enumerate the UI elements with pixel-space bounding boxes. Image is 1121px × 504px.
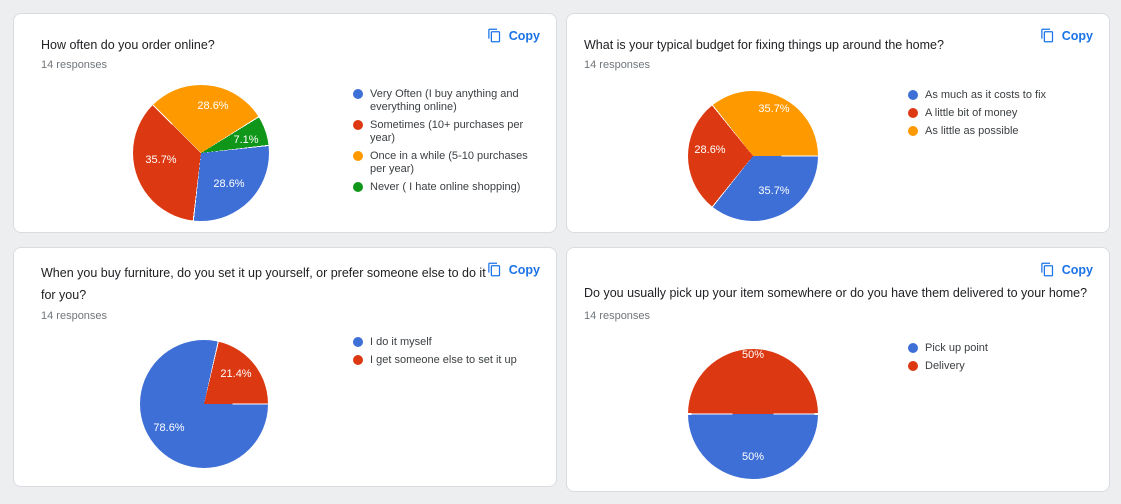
question-card-budget: What is your typical budget for fixing t… xyxy=(566,13,1110,233)
question-card-order-online: How often do you order online? 14 respon… xyxy=(13,13,557,233)
legend-dot-blue xyxy=(908,343,918,353)
legend-label: Once in a while (5-10 purchases per year… xyxy=(370,150,528,175)
pie-chart[interactable] xyxy=(133,85,269,221)
pie-chart[interactable] xyxy=(140,340,268,468)
slice-label-blue: 78.6% xyxy=(153,422,185,434)
legend-item: I get someone else to set it up xyxy=(353,354,545,367)
copy-button-label: Copy xyxy=(1061,28,1093,43)
legend-label: Sometimes (10+ purchases per year) xyxy=(370,119,524,144)
legend-item: Very Often (I buy anything and everythin… xyxy=(353,88,545,114)
legend-label: As much as it costs to fix xyxy=(925,89,1047,101)
response-count: 14 responses xyxy=(41,59,108,71)
legend-item: As little as possible xyxy=(908,125,1100,138)
question-title: What is your typical budget for fixing t… xyxy=(584,38,944,52)
copy-button[interactable]: Copy xyxy=(1040,28,1093,43)
slice-label-blue: 35.7% xyxy=(758,185,790,197)
legend-item: Pick up point xyxy=(908,342,1100,355)
question-card-pickup-delivery: Do you usually pick up your item somewhe… xyxy=(566,247,1110,492)
slice-label-red: 50% xyxy=(741,349,765,361)
legend-label: I do it myself xyxy=(370,336,432,348)
chart-legend: As much as it costs to fix A little bit … xyxy=(908,89,1100,138)
copy-button-label: Copy xyxy=(508,262,540,277)
legend-dot-blue xyxy=(908,90,918,100)
question-card-furniture-setup: When you buy furniture, do you set it up… xyxy=(13,247,557,487)
copy-button-label: Copy xyxy=(508,28,540,43)
slice-label-orange: 35.7% xyxy=(758,103,790,115)
slice-label-orange: 28.6% xyxy=(197,100,229,112)
slice-label-red: 28.6% xyxy=(694,144,726,156)
legend-item: Once in a while (5-10 purchases per year… xyxy=(353,150,545,176)
legend-dot-blue xyxy=(353,89,363,99)
copy-button-label: Copy xyxy=(1061,262,1093,277)
legend-item: Never ( I hate online shopping) xyxy=(353,181,545,194)
question-title: How often do you order online? xyxy=(41,38,215,52)
legend-label: As little as possible xyxy=(925,125,1019,137)
legend-label: Very Often (I buy anything and everythin… xyxy=(370,88,519,113)
response-count: 14 responses xyxy=(584,59,651,71)
legend-item: A little bit of money xyxy=(908,107,1100,120)
question-title: When you buy furniture, do you set it up… xyxy=(41,266,486,302)
slice-label-blue: 28.6% xyxy=(213,178,245,190)
copy-button[interactable]: Copy xyxy=(487,28,540,43)
legend-dot-blue xyxy=(353,337,363,347)
response-count: 14 responses xyxy=(41,310,108,322)
legend-dot-orange xyxy=(353,151,363,161)
legend-dot-green xyxy=(353,182,363,192)
legend-label: I get someone else to set it up xyxy=(370,354,517,366)
legend-dot-red xyxy=(908,108,918,118)
legend-item: Delivery xyxy=(908,360,1100,373)
copy-icon xyxy=(1040,28,1055,43)
legend-dot-orange xyxy=(908,126,918,136)
copy-icon xyxy=(487,28,502,43)
chart-legend: I do it myself I get someone else to set… xyxy=(353,336,545,367)
pie-chart[interactable] xyxy=(688,349,818,479)
legend-item: As much as it costs to fix xyxy=(908,89,1100,102)
chart-legend: Pick up point Delivery xyxy=(908,342,1100,373)
copy-button[interactable]: Copy xyxy=(487,262,540,277)
question-title: Do you usually pick up your item somewhe… xyxy=(584,286,1088,300)
legend-item: I do it myself xyxy=(353,336,545,349)
slice-label-red: 35.7% xyxy=(145,154,177,166)
copy-button[interactable]: Copy xyxy=(1040,262,1093,277)
slice-label-red: 21.4% xyxy=(220,368,252,380)
legend-dot-red xyxy=(353,120,363,130)
copy-icon xyxy=(1040,262,1055,277)
legend-dot-red xyxy=(908,361,918,371)
copy-icon xyxy=(487,262,502,277)
legend-dot-red xyxy=(353,355,363,365)
slice-label-blue: 50% xyxy=(741,451,765,463)
chart-legend: Very Often (I buy anything and everythin… xyxy=(353,88,545,194)
legend-label: Pick up point xyxy=(925,342,988,354)
legend-label: Never ( I hate online shopping) xyxy=(370,181,521,193)
pie-chart[interactable] xyxy=(688,91,818,221)
legend-label: A little bit of money xyxy=(925,107,1018,119)
legend-item: Sometimes (10+ purchases per year) xyxy=(353,119,545,145)
legend-label: Delivery xyxy=(925,360,965,372)
response-count: 14 responses xyxy=(584,310,651,322)
slice-label-green: 7.1% xyxy=(233,134,259,146)
